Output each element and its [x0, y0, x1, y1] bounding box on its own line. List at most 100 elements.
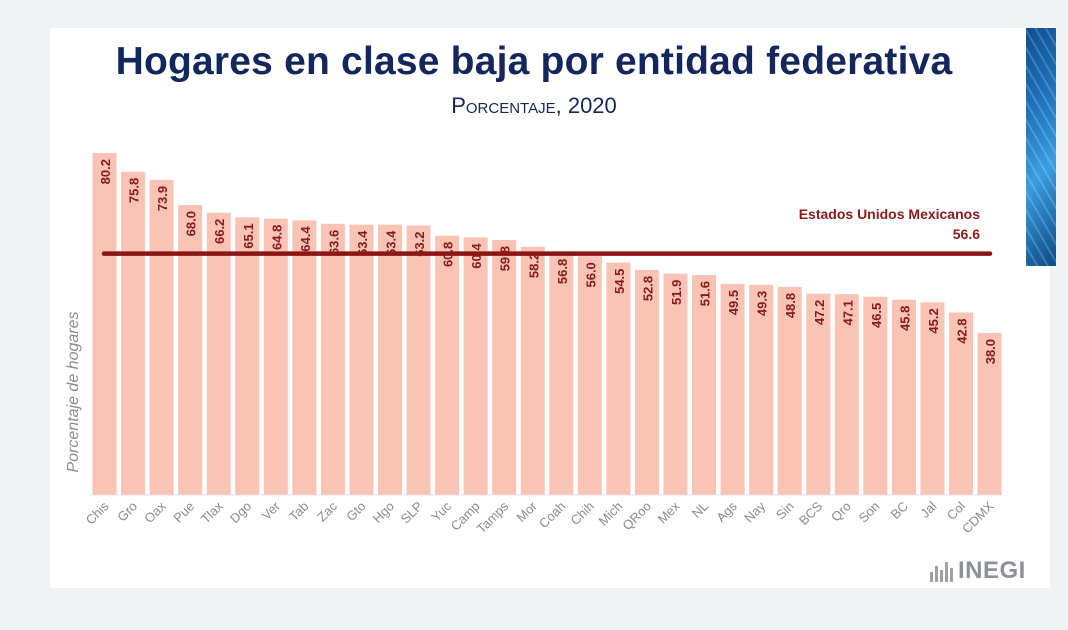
bar-camp: [463, 237, 488, 495]
bar-cdmx: [977, 332, 1002, 495]
category-label-mex: Mex: [655, 498, 683, 526]
value-label-slp: 63.2: [412, 231, 427, 256]
inegi-logo-text: INEGI: [958, 557, 1026, 584]
bar-mex: [663, 273, 688, 495]
value-label-hgo: 63.4: [384, 230, 399, 256]
value-label-nl: 51.6: [698, 281, 713, 306]
chart-title: Hogares en clase baja por entidad federa…: [115, 40, 953, 83]
reference-label: Estados Unidos Mexicanos: [799, 206, 980, 222]
category-label-sin: Sin: [773, 499, 797, 523]
bar-chih: [577, 256, 602, 495]
value-label-chis: 80.2: [98, 159, 113, 184]
category-label-pue: Pue: [170, 499, 197, 526]
value-label-col: 42.8: [955, 318, 970, 343]
category-label-hgo: Hgo: [370, 499, 397, 526]
bar-yuc: [435, 235, 460, 496]
bar-hgo: [378, 224, 402, 495]
category-label-dgo: Dgo: [227, 499, 254, 526]
bar-oax: [149, 179, 174, 495]
category-label-gto: Gto: [343, 499, 368, 524]
category-label-bcs: BCS: [796, 498, 826, 528]
bar-tlax: [206, 212, 231, 495]
bar-pue: [178, 205, 203, 495]
category-label-bc: BC: [888, 499, 911, 522]
category-label-nay: Nay: [741, 498, 768, 525]
category-label-jal: Jal: [917, 498, 939, 520]
value-label-bc: 45.8: [897, 306, 912, 331]
value-label-oax: 73.9: [155, 186, 170, 211]
value-label-tlax: 66.2: [212, 219, 227, 244]
bar-qroo: [634, 269, 659, 495]
value-label-tamps: 59.8: [498, 246, 513, 271]
bar-mich: [606, 262, 631, 495]
bar-chis: [92, 153, 117, 495]
value-label-son: 46.5: [869, 303, 884, 328]
value-label-mor: 58.2: [526, 253, 541, 278]
category-label-qro: Qro: [828, 499, 854, 525]
category-label-tamps: Tamps: [474, 498, 512, 536]
category-label-son: Son: [856, 499, 883, 526]
category-label-cdmx: CDMX: [959, 498, 997, 536]
category-label-tab: Tab: [286, 499, 311, 524]
bar-sin: [777, 286, 802, 495]
value-label-zac: 63.6: [326, 230, 341, 255]
bar-tab: [292, 220, 317, 495]
value-label-chih: 56.0: [583, 262, 598, 287]
category-label-ags: Ags: [713, 498, 740, 525]
value-label-dgo: 65.1: [241, 223, 256, 248]
inegi-logo-icon: [930, 560, 953, 582]
category-label-chis: Chis: [83, 498, 112, 527]
category-label-oax: Oax: [141, 498, 169, 526]
value-label-mich: 54.5: [612, 269, 627, 294]
bar-col: [949, 312, 973, 495]
bar-son: [863, 296, 888, 495]
category-label-ver: Ver: [259, 498, 284, 523]
value-label-ver: 64.8: [269, 225, 284, 250]
category-label-slp: SLP: [398, 499, 426, 527]
category-label-gro: Gro: [114, 499, 140, 525]
bar-zac: [320, 223, 345, 496]
value-label-qroo: 52.8: [640, 276, 655, 301]
bar-jal: [920, 302, 945, 495]
bar-bcs: [806, 293, 831, 495]
bar-ver: [263, 218, 288, 496]
bar-nl: [692, 274, 717, 495]
value-label-mex: 51.9: [669, 280, 684, 305]
chart-subtitle: Porcentaje, 2020: [451, 93, 617, 118]
value-label-jal: 45.2: [926, 308, 941, 333]
bar-gro: [121, 171, 146, 495]
bar-gto: [349, 224, 374, 495]
value-label-gro: 75.8: [127, 178, 142, 203]
bar-dgo: [235, 217, 260, 495]
value-label-sin: 48.8: [783, 293, 798, 318]
value-label-bcs: 47.2: [812, 300, 827, 325]
category-label-nl: NL: [689, 499, 711, 521]
category-label-qroo: QRoo: [619, 499, 654, 534]
value-label-tab: 64.4: [298, 226, 313, 252]
value-label-yuc: 60.8: [441, 242, 456, 267]
bar-nay: [749, 284, 774, 495]
value-label-qro: 47.1: [840, 300, 855, 325]
value-label-nay: 49.3: [755, 291, 770, 316]
category-label-zac: Zac: [314, 498, 340, 524]
value-label-ags: 49.5: [726, 290, 741, 315]
value-label-coah: 56.8: [555, 259, 570, 284]
bar-coah: [549, 252, 574, 495]
inegi-logo: INEGI: [930, 556, 1026, 586]
bar-ags: [720, 283, 745, 495]
bar-tamps: [492, 239, 517, 495]
y-axis-label: Porcentaje de hogares: [65, 312, 82, 473]
bar-qro: [834, 294, 859, 495]
category-label-coah: Coah: [536, 499, 569, 532]
value-label-cdmx: 38.0: [983, 339, 998, 364]
category-label-tlax: Tlax: [198, 498, 226, 526]
value-label-gto: 63.4: [355, 230, 370, 256]
bar-slp: [406, 225, 431, 496]
category-label-chih: Chih: [567, 499, 597, 529]
value-label-pue: 68.0: [184, 211, 199, 236]
reference-value-label: 56.6: [953, 226, 980, 242]
value-label-camp: 60.4: [469, 243, 484, 269]
bar-bc: [891, 299, 916, 495]
decorative-blue-strip: [1026, 28, 1056, 266]
